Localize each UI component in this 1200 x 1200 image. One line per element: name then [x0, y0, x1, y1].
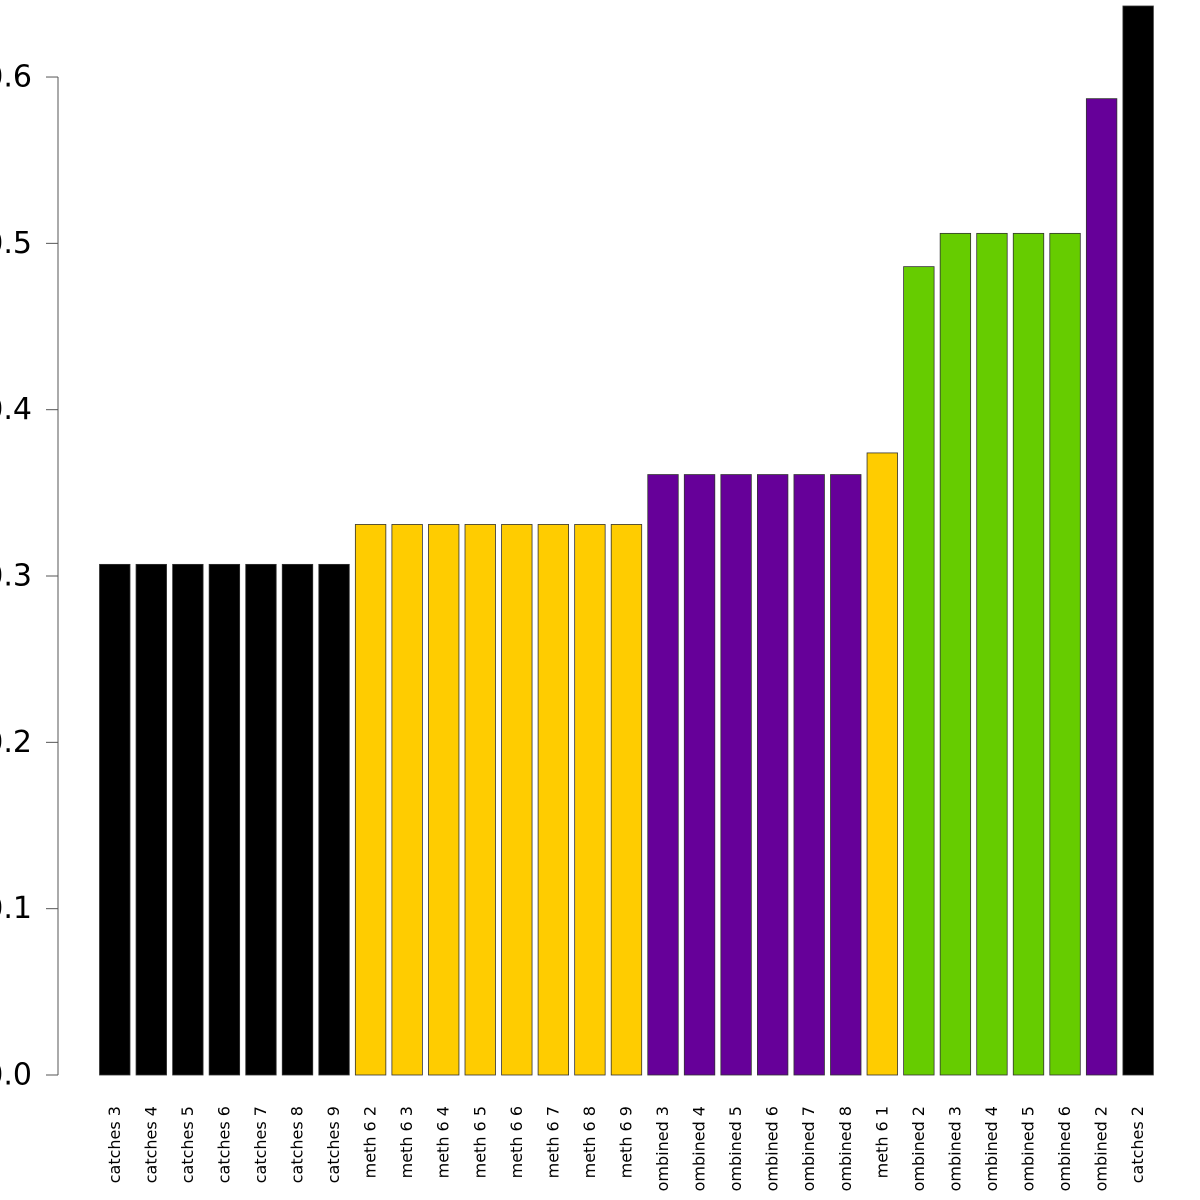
y-tick-label: 0.2: [0, 725, 32, 760]
bar: [647, 474, 679, 1076]
x-tick-label: meth 6 4: [434, 1106, 453, 1178]
x-tick-label: meth 6 6: [507, 1106, 526, 1178]
bar: [1122, 5, 1154, 1076]
x-tick-label: ombined 5: [726, 1106, 745, 1191]
x-tick-label: ombined 8: [836, 1106, 855, 1191]
x-tick-label: catches 6: [214, 1106, 233, 1183]
x-tick-label: ombined 7: [799, 1106, 818, 1191]
y-tick-label: 0.4: [0, 392, 32, 427]
x-tick-label: catches 5: [178, 1106, 197, 1183]
bar: [501, 524, 533, 1076]
x-axis-labels: catches 3 catches 4 catches 5 catches 6 catc…: [105, 1106, 1147, 1191]
bar: [99, 563, 131, 1076]
bar: [1049, 232, 1081, 1076]
bar: [208, 563, 241, 1076]
x-tick-label: meth 6 9: [616, 1106, 635, 1178]
bars-group: [99, 5, 1154, 1076]
x-tick-label: catches 3: [105, 1106, 124, 1183]
bar: [354, 524, 387, 1076]
bar: [464, 524, 496, 1076]
x-tick-label: meth 6 1: [872, 1106, 891, 1178]
bar: [318, 563, 350, 1076]
bar: [720, 474, 752, 1076]
x-tick-label: meth 6 3: [397, 1106, 416, 1178]
bar: [281, 563, 314, 1076]
x-tick-label: ombined 6: [1055, 1106, 1074, 1191]
x-tick-label: meth 6 7: [543, 1106, 562, 1178]
x-tick-label: ombined 3: [945, 1106, 964, 1191]
y-tick-label: 0.1: [0, 891, 32, 926]
bar: [866, 452, 898, 1076]
y-tick-label: 0.6: [0, 60, 32, 95]
bar: [537, 524, 569, 1076]
x-tick-label: catches 2: [1128, 1106, 1147, 1183]
y-tick-label: 0.3: [0, 559, 32, 594]
bar: [135, 563, 167, 1076]
x-tick-label: meth 6 2: [361, 1106, 380, 1178]
bar: [939, 232, 972, 1076]
bar: [172, 563, 204, 1076]
x-tick-label: meth 6 5: [470, 1106, 489, 1178]
y-tick-label: 0.5: [0, 226, 32, 261]
x-tick-label: ombined 2: [909, 1106, 928, 1191]
bar: [976, 232, 1008, 1076]
x-tick-label: ombined 6: [763, 1106, 782, 1191]
x-tick-label: ombined 3: [653, 1106, 672, 1191]
bar: [757, 474, 789, 1076]
bar: [830, 474, 862, 1076]
x-tick-label: ombined 4: [982, 1106, 1001, 1191]
x-tick-label: catches 8: [288, 1106, 307, 1183]
bar: [391, 524, 423, 1076]
x-tick-label: ombined 5: [1019, 1106, 1038, 1191]
x-tick-label: ombined 4: [690, 1106, 709, 1191]
x-tick-label: catches 9: [324, 1106, 343, 1183]
bar: [610, 524, 643, 1076]
bar: [683, 474, 716, 1076]
x-tick-label: catches 7: [251, 1106, 270, 1183]
x-tick-label: meth 6 8: [580, 1106, 599, 1178]
bar: [574, 524, 606, 1076]
bar: [1085, 98, 1118, 1076]
x-tick-label: catches 4: [141, 1106, 160, 1183]
bar: [1012, 232, 1045, 1076]
y-axis: 0.0 0.1 0.2 0.3 0.4 0.5 0.6: [0, 60, 59, 1093]
bar: [793, 474, 825, 1076]
bar: [245, 563, 277, 1076]
y-tick-label: 0.0: [0, 1058, 32, 1093]
x-tick-label: ombined 2: [1092, 1106, 1111, 1191]
bar: [428, 524, 460, 1076]
bar: [903, 266, 935, 1076]
